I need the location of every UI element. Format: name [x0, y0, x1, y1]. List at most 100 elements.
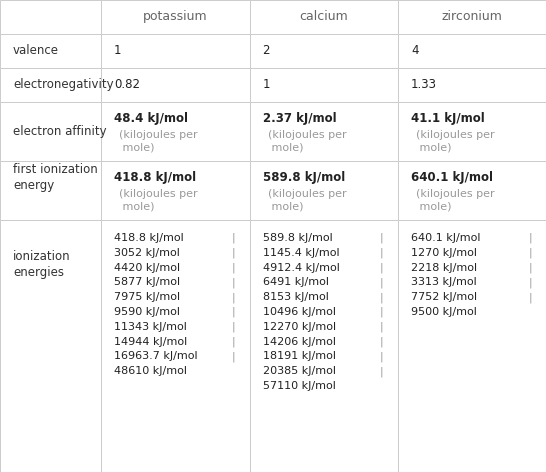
Text: (kilojoules per
 mole): (kilojoules per mole) — [416, 189, 495, 211]
Text: 3313 kJ/mol: 3313 kJ/mol — [411, 278, 477, 287]
Bar — [101, 0, 250, 34]
Text: 14206 kJ/mol: 14206 kJ/mol — [263, 337, 336, 346]
Text: 48.4 kJ/mol: 48.4 kJ/mol — [114, 112, 188, 125]
Bar — [250, 220, 398, 472]
Text: |: | — [380, 248, 384, 258]
Bar — [398, 220, 546, 472]
Text: 16963.7 kJ/mol: 16963.7 kJ/mol — [114, 351, 198, 362]
Text: |: | — [380, 366, 384, 377]
Text: 1: 1 — [263, 78, 270, 92]
Text: potassium: potassium — [143, 10, 207, 24]
Bar — [250, 102, 398, 161]
Bar — [250, 68, 398, 102]
Text: 418.8 kJ/mol: 418.8 kJ/mol — [114, 171, 196, 184]
Text: 1.33: 1.33 — [411, 78, 437, 92]
Text: 4912.4 kJ/mol: 4912.4 kJ/mol — [263, 262, 340, 272]
Bar — [398, 161, 546, 220]
Text: 1270 kJ/mol: 1270 kJ/mol — [411, 248, 477, 258]
Text: |: | — [529, 248, 532, 258]
Text: |: | — [529, 262, 532, 273]
Text: 12270 kJ/mol: 12270 kJ/mol — [263, 322, 336, 332]
Text: 9590 kJ/mol: 9590 kJ/mol — [114, 307, 180, 317]
Text: |: | — [232, 322, 235, 332]
Bar — [250, 34, 398, 68]
Text: 2218 kJ/mol: 2218 kJ/mol — [411, 262, 477, 272]
Text: |: | — [232, 262, 235, 273]
Bar — [398, 0, 546, 34]
Text: |: | — [380, 322, 384, 332]
Text: 14944 kJ/mol: 14944 kJ/mol — [114, 337, 187, 346]
Text: |: | — [380, 233, 384, 244]
Text: 9500 kJ/mol: 9500 kJ/mol — [411, 307, 477, 317]
Bar — [0, 220, 101, 472]
Text: |: | — [232, 292, 235, 303]
Bar — [101, 220, 250, 472]
Text: (kilojoules per
 mole): (kilojoules per mole) — [416, 130, 495, 152]
Text: |: | — [380, 262, 384, 273]
Text: (kilojoules per
 mole): (kilojoules per mole) — [119, 130, 198, 152]
Text: 3052 kJ/mol: 3052 kJ/mol — [114, 248, 180, 258]
Text: |: | — [529, 233, 532, 244]
Text: 589.8 kJ/mol: 589.8 kJ/mol — [263, 171, 345, 184]
Text: |: | — [380, 307, 384, 318]
Bar — [250, 0, 398, 34]
Text: 5877 kJ/mol: 5877 kJ/mol — [114, 278, 180, 287]
Text: 41.1 kJ/mol: 41.1 kJ/mol — [411, 112, 485, 125]
Text: |: | — [232, 233, 235, 244]
Text: 10496 kJ/mol: 10496 kJ/mol — [263, 307, 336, 317]
Text: zirconium: zirconium — [442, 10, 503, 24]
Text: |: | — [380, 351, 384, 362]
Text: 6491 kJ/mol: 6491 kJ/mol — [263, 278, 329, 287]
Text: 7975 kJ/mol: 7975 kJ/mol — [114, 292, 180, 302]
Text: |: | — [529, 278, 532, 288]
Text: 0.82: 0.82 — [114, 78, 140, 92]
Text: |: | — [380, 278, 384, 288]
Bar — [398, 34, 546, 68]
Bar — [250, 161, 398, 220]
Text: (kilojoules per
 mole): (kilojoules per mole) — [268, 130, 346, 152]
Text: 11343 kJ/mol: 11343 kJ/mol — [114, 322, 187, 332]
Text: 1145.4 kJ/mol: 1145.4 kJ/mol — [263, 248, 339, 258]
Bar — [101, 34, 250, 68]
Text: 57110 kJ/mol: 57110 kJ/mol — [263, 381, 335, 391]
Text: |: | — [232, 307, 235, 318]
Text: 589.8 kJ/mol: 589.8 kJ/mol — [263, 233, 333, 243]
Bar — [398, 102, 546, 161]
Text: electron affinity: electron affinity — [13, 125, 106, 138]
Text: 8153 kJ/mol: 8153 kJ/mol — [263, 292, 328, 302]
Text: (kilojoules per
 mole): (kilojoules per mole) — [268, 189, 346, 211]
Text: 7752 kJ/mol: 7752 kJ/mol — [411, 292, 477, 302]
Bar — [0, 0, 101, 34]
Text: |: | — [529, 292, 532, 303]
Text: |: | — [232, 248, 235, 258]
Text: 4420 kJ/mol: 4420 kJ/mol — [114, 262, 180, 272]
Text: 18191 kJ/mol: 18191 kJ/mol — [263, 351, 336, 362]
Text: 4: 4 — [411, 44, 419, 58]
Bar — [0, 34, 101, 68]
Bar — [0, 68, 101, 102]
Text: |: | — [232, 337, 235, 347]
Text: 2: 2 — [263, 44, 270, 58]
Text: (kilojoules per
 mole): (kilojoules per mole) — [119, 189, 198, 211]
Bar — [101, 161, 250, 220]
Bar — [101, 102, 250, 161]
Text: |: | — [232, 351, 235, 362]
Text: 418.8 kJ/mol: 418.8 kJ/mol — [114, 233, 184, 243]
Bar — [101, 68, 250, 102]
Bar — [0, 161, 101, 220]
Text: |: | — [380, 337, 384, 347]
Text: 640.1 kJ/mol: 640.1 kJ/mol — [411, 171, 493, 184]
Text: electronegativity: electronegativity — [13, 78, 114, 92]
Text: valence: valence — [13, 44, 59, 58]
Text: ionization
energies: ionization energies — [13, 250, 70, 279]
Text: 48610 kJ/mol: 48610 kJ/mol — [114, 366, 187, 376]
Text: first ionization
energy: first ionization energy — [13, 163, 98, 192]
Text: 1: 1 — [114, 44, 122, 58]
Text: 20385 kJ/mol: 20385 kJ/mol — [263, 366, 336, 376]
Text: 2.37 kJ/mol: 2.37 kJ/mol — [263, 112, 336, 125]
Text: calcium: calcium — [299, 10, 348, 24]
Bar — [398, 68, 546, 102]
Text: 640.1 kJ/mol: 640.1 kJ/mol — [411, 233, 480, 243]
Bar — [0, 102, 101, 161]
Text: |: | — [232, 278, 235, 288]
